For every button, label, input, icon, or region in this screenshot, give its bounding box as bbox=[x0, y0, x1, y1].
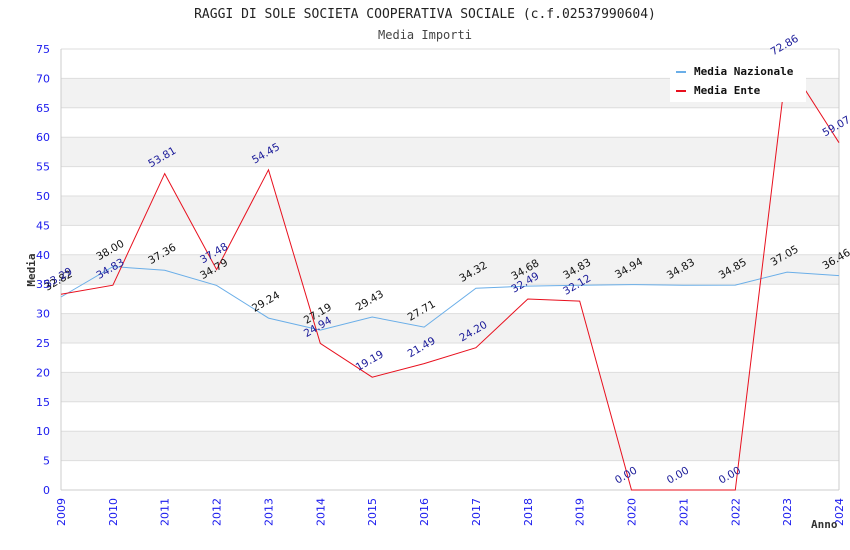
y-tick-label: 50 bbox=[36, 190, 50, 203]
x-tick-label: 2013 bbox=[262, 498, 275, 526]
x-tick-label: 2022 bbox=[729, 498, 742, 526]
x-tick-label: 2017 bbox=[470, 498, 483, 526]
legend-label-media-ente: Media Ente bbox=[694, 84, 761, 97]
y-tick-label: 10 bbox=[36, 425, 50, 438]
y-tick-label: 55 bbox=[36, 161, 50, 174]
x-tick-label: 2016 bbox=[418, 498, 431, 526]
x-tick-labels: 2009 2010 2011 2012 2013 2014 2015 2016 2017 2018… bbox=[55, 498, 846, 526]
grid-band bbox=[61, 196, 839, 226]
x-tick-label: 2021 bbox=[677, 498, 690, 526]
y-tick-label: 40 bbox=[36, 249, 50, 262]
legend-swatch-media-nazionale bbox=[676, 71, 686, 73]
y-tick-label: 70 bbox=[36, 72, 50, 85]
x-tick-label: 2018 bbox=[522, 498, 535, 526]
x-tick-label: 2014 bbox=[314, 498, 327, 526]
y-tick-labels: 0 5 10 15 20 25 30 35 40 45 50 55 60 65 70 75 bbox=[36, 43, 50, 497]
y-tick-label: 25 bbox=[36, 337, 50, 350]
grid-band bbox=[61, 137, 839, 167]
y-tick-label: 75 bbox=[36, 43, 50, 56]
x-tick-label: 2010 bbox=[107, 498, 120, 526]
grid-band bbox=[61, 254, 839, 285]
grid-band bbox=[61, 343, 839, 373]
grid-band bbox=[61, 431, 839, 461]
grid-band bbox=[61, 166, 839, 196]
x-tick-label: 2011 bbox=[159, 498, 172, 526]
y-tick-label: 45 bbox=[36, 219, 50, 232]
series-lines bbox=[60, 60, 840, 491]
grid-band bbox=[61, 313, 839, 343]
y-tick-label: 35 bbox=[36, 278, 50, 291]
y-tick-label: 15 bbox=[36, 396, 50, 409]
x-tick-label: 2009 bbox=[55, 498, 68, 526]
y-tick-label: 20 bbox=[36, 366, 50, 379]
grid-band bbox=[61, 225, 839, 255]
chart-title: RAGGI DI SOLE SOCIETA COOPERATIVA SOCIAL… bbox=[194, 7, 656, 22]
grid-band bbox=[61, 284, 839, 314]
legend-label-media-nazionale: Media Nazionale bbox=[694, 65, 794, 78]
y-tick-label: 0 bbox=[43, 484, 50, 497]
grid-band bbox=[61, 401, 839, 432]
y-axis-label: Media bbox=[25, 253, 38, 286]
x-tick-label: 2020 bbox=[626, 498, 639, 526]
series-line-media-nazionale bbox=[60, 266, 840, 331]
x-axis-label: Anno bbox=[811, 518, 838, 531]
y-tick-label: 30 bbox=[36, 308, 50, 321]
chart-subtitle: Media Importi bbox=[378, 28, 472, 42]
y-tick-label: 5 bbox=[43, 455, 50, 468]
y-tick-label: 60 bbox=[36, 131, 50, 144]
legend-box bbox=[670, 58, 806, 102]
y-tick-label: 65 bbox=[36, 102, 50, 115]
x-tick-label: 2015 bbox=[366, 498, 379, 526]
grid-band bbox=[61, 460, 839, 490]
x-tick-label: 2023 bbox=[781, 498, 794, 526]
legend: Media Nazionale Media Ente bbox=[670, 58, 806, 102]
legend-swatch-media-ente bbox=[676, 90, 686, 92]
grid-band bbox=[61, 107, 839, 138]
grid-bands bbox=[61, 49, 839, 490]
x-tick-label: 2024 bbox=[833, 498, 846, 526]
x-tick-label: 2012 bbox=[211, 498, 224, 526]
x-tick-label: 2019 bbox=[574, 498, 587, 526]
grid-band bbox=[61, 372, 839, 402]
series-line-media-ente bbox=[60, 60, 840, 491]
